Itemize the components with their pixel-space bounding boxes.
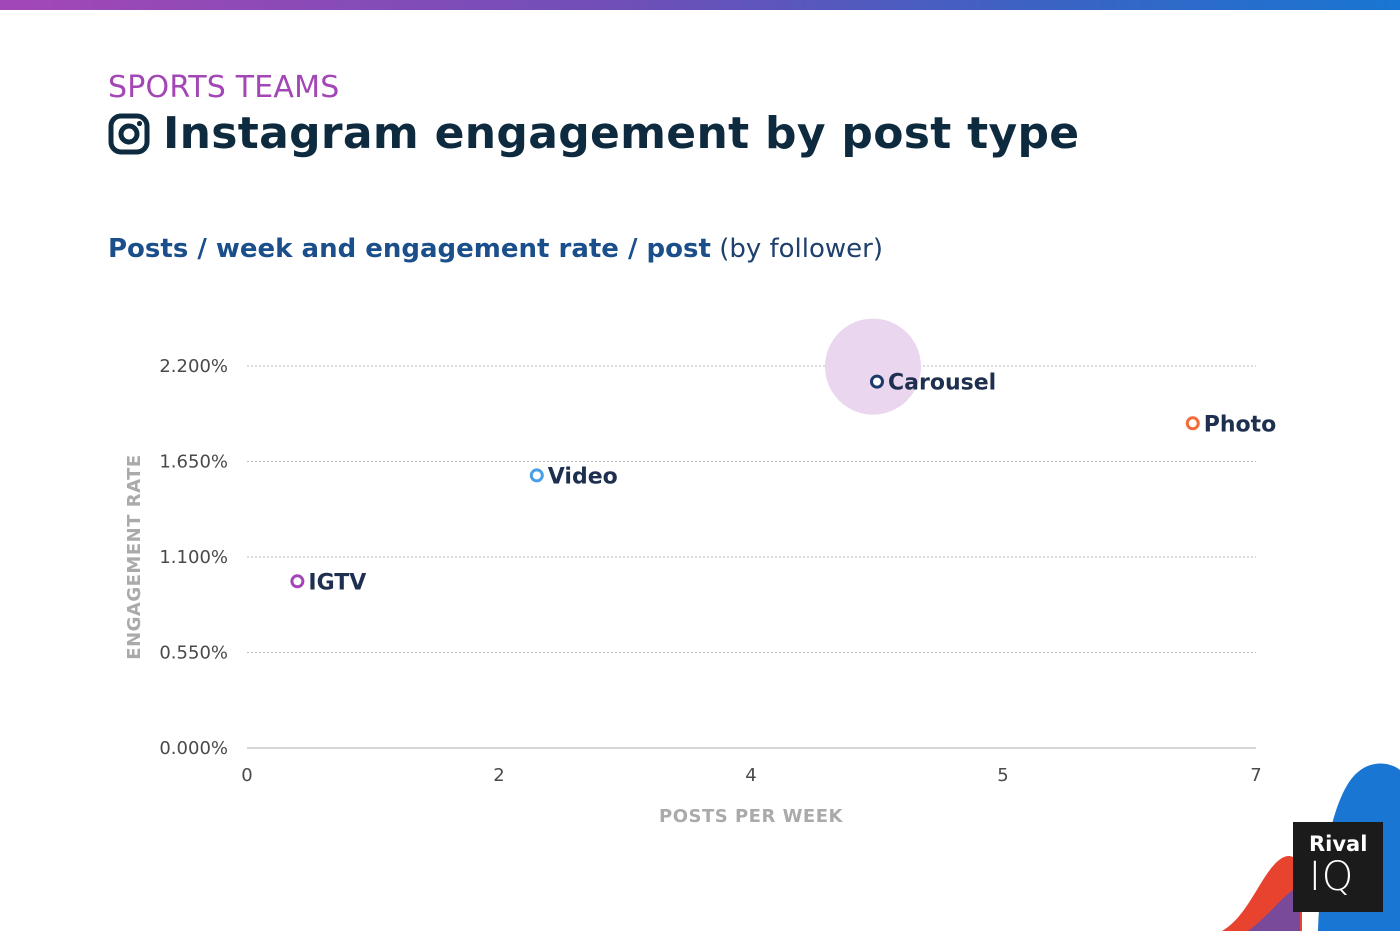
point-label-carousel: Carousel [888, 371, 996, 396]
y-tick-label: 0.550% [159, 643, 228, 664]
data-point-carousel [870, 374, 884, 389]
data-point-video [529, 468, 544, 483]
highlight-layer [825, 318, 921, 415]
subtitle-main: Posts / week and engagement rate / post [108, 234, 711, 264]
x-tick-label: 2 [493, 765, 504, 786]
subtitle-note: (by follower) [719, 234, 883, 264]
data-point-photo [1185, 416, 1200, 431]
logo-text-top: Rival [1309, 832, 1368, 856]
x-tick-label: 4 [745, 765, 756, 786]
instagram-icon [108, 113, 150, 154]
x-axis-ticks: 0 2 4 5 7 [241, 765, 1261, 786]
title-row: Instagram engagement by post type [108, 108, 1079, 159]
rival-iq-logo: Rival IQ [1293, 822, 1383, 912]
chart-subtitle: Posts / week and engagement rate / post … [108, 234, 883, 264]
top-accent-bar [0, 0, 1400, 10]
data-point-igtv [290, 574, 305, 589]
y-tick-label: 1.100% [159, 547, 228, 568]
page-title: Instagram engagement by post type [163, 108, 1080, 159]
y-axis-ticks: 0.000% 0.550% 1.100% 1.650% 2.200% [159, 356, 228, 759]
y-axis-label: ENGAGEMENT RATE [124, 454, 145, 659]
point-label-igtv: IGTV [308, 570, 366, 595]
logo-text-bottom: IQ [1309, 854, 1355, 900]
y-tick-label: 1.650% [159, 452, 228, 473]
x-tick-label: 5 [997, 765, 1008, 786]
highlight-bubble [825, 318, 921, 415]
point-label-photo: Photo [1204, 412, 1277, 437]
x-tick-label: 7 [1250, 765, 1261, 786]
data-points: IGTV Video Carousel Photo [290, 371, 1277, 595]
chart-gridlines [247, 365, 1256, 653]
x-axis-label: POSTS PER WEEK [659, 806, 844, 827]
y-tick-label: 2.200% [159, 356, 228, 377]
x-tick-label: 0 [241, 765, 252, 786]
category-kicker: SPORTS TEAMS [108, 70, 340, 105]
purple-wave-shape [1248, 886, 1300, 931]
y-tick-label: 0.000% [159, 738, 228, 759]
point-label-video: Video [548, 464, 618, 489]
